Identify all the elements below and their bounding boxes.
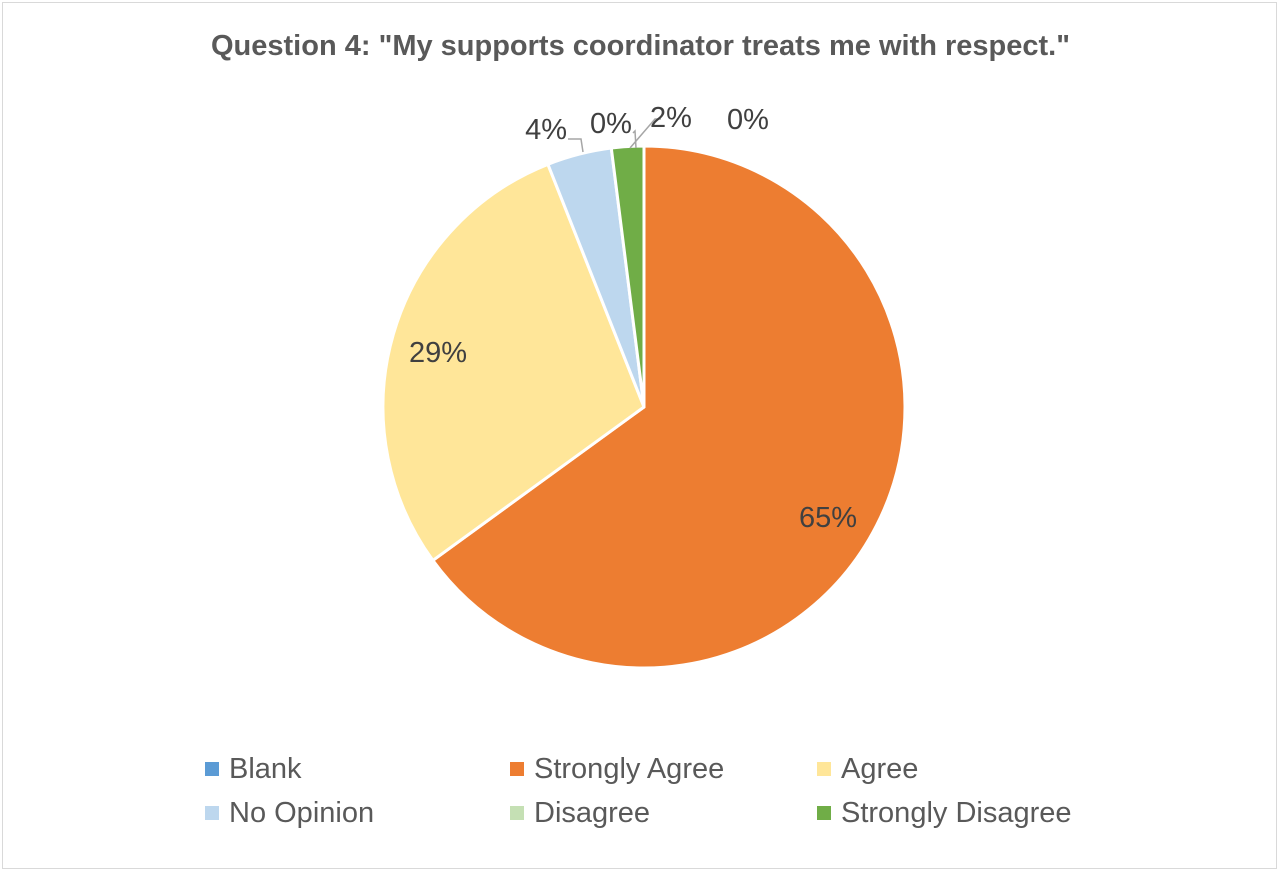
legend-swatch <box>205 762 219 776</box>
leader-line <box>568 138 584 153</box>
pie-slice-strongly-disagree <box>609 144 646 409</box>
legend: Blank Strongly Agree Agree No Opinion Disagr… <box>205 752 1205 830</box>
legend-label: Agree <box>841 752 919 785</box>
legend-label: Strongly Disagree <box>841 796 1072 829</box>
leader-line <box>629 118 661 149</box>
legend-label: Blank <box>229 752 302 785</box>
legend-swatch <box>817 806 831 820</box>
legend-label: Strongly Agree <box>534 752 725 785</box>
legend-label: Disagree <box>534 796 651 829</box>
data-label-agree: 29% <box>409 337 467 369</box>
legend-swatch <box>510 806 524 820</box>
legend-swatch <box>817 762 831 776</box>
data-label-strongly-disagree: 2% <box>650 102 692 134</box>
legend-item-strongly-agree: Strongly Agree <box>510 752 817 786</box>
legend-item-agree: Agree <box>817 752 1205 786</box>
data-label-strongly-agree: 65% <box>799 502 857 534</box>
legend-item-disagree: Disagree <box>510 796 817 830</box>
legend-item-strongly-disagree: Strongly Disagree <box>817 796 1205 830</box>
legend-swatch <box>510 762 524 776</box>
data-label-blank: 0% <box>727 104 769 136</box>
data-label-no-opinion: 4% <box>525 114 567 146</box>
chart-title: Question 4: "My supports coordinator tre… <box>211 30 1070 62</box>
pie-slice-strongly-agree <box>431 144 907 670</box>
legend-swatch <box>205 806 219 820</box>
data-label-disagree: 0% <box>590 108 632 140</box>
legend-label: No Opinion <box>229 796 375 829</box>
legend-item-blank: Blank <box>205 752 510 786</box>
legend-item-no-opinion: No Opinion <box>205 796 510 830</box>
pie-slice-agree <box>381 162 646 562</box>
